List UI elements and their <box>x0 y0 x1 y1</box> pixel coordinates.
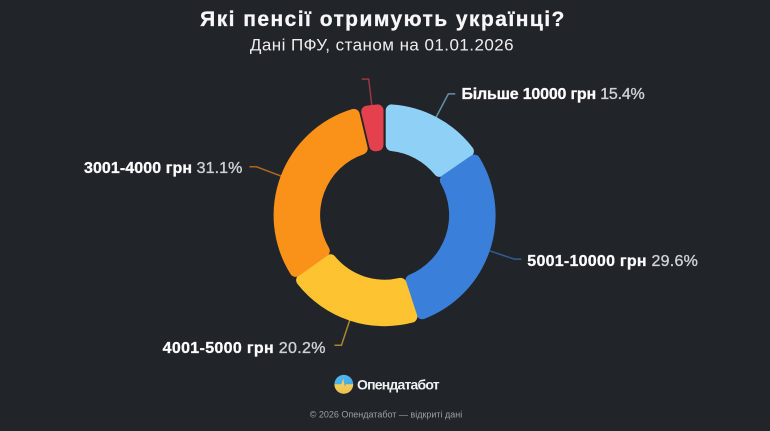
svg-text:Які пенсії отримують українці?: Які пенсії отримують українці? <box>200 8 566 31</box>
svg-text:3001-4000 грн 31.1%: 3001-4000 грн 31.1% <box>84 160 242 177</box>
svg-text:5001-10000 грн 29.6%: 5001-10000 грн 29.6% <box>527 253 698 270</box>
svg-text:© 2026 Опендатабот — відкриті: © 2026 Опендатабот — відкриті дані <box>310 410 463 420</box>
svg-text:Дані ПФУ, станом на 01.01.2026: Дані ПФУ, станом на 01.01.2026 <box>250 36 514 55</box>
svg-text:4001-5000 грн 20.2%: 4001-5000 грн 20.2% <box>163 340 326 357</box>
svg-text:Опендатабот: Опендатабот <box>357 376 440 392</box>
svg-text:Більше 10000 грн 15.4%: Більше 10000 грн 15.4% <box>462 86 645 103</box>
